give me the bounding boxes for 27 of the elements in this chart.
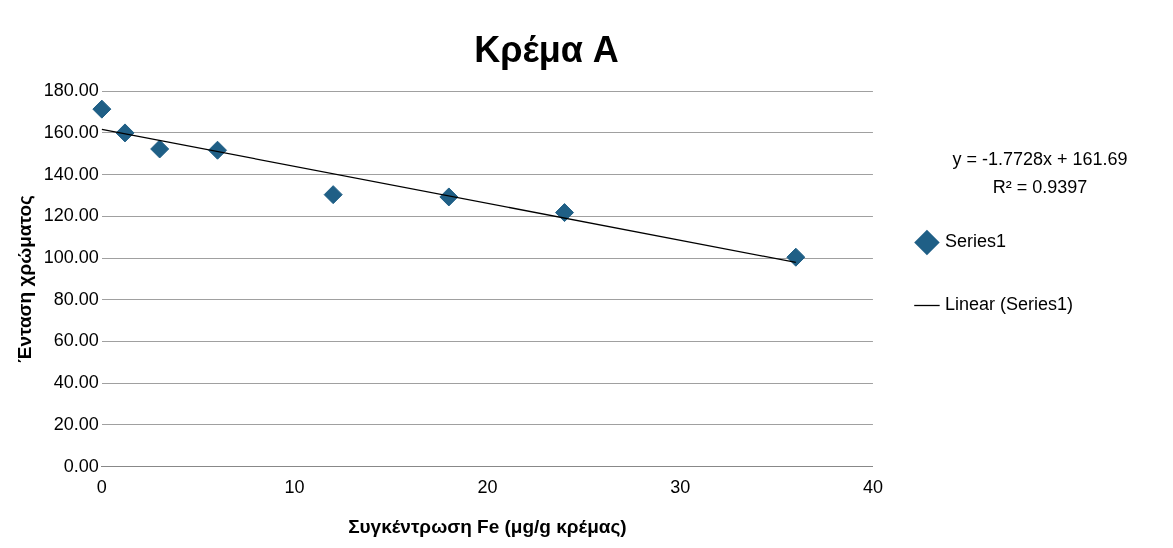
y-axis-title: Ένταση χρώματος [13,194,35,363]
y-tick-label: 180.00 [43,80,99,101]
x-tick-label: 30 [670,477,691,498]
x-axis-title: Συγκέντρωση Fe (μg/g κρέμας) [348,515,627,537]
text: y = -1.7728x + 161.69 [952,148,1128,169]
x-tick-label: 20 [477,477,498,498]
y-tick-label: 20.00 [53,413,99,434]
text: R² = 0.9397 [992,176,1088,197]
point [786,247,806,267]
y-tick-label: 100.00 [43,247,99,268]
chart-title: Κρέμα A [474,28,619,70]
y-tick-label: 140.00 [43,163,99,184]
y-tick-label: 0.00 [63,455,99,476]
point [323,185,343,205]
y-tick-label: 40.00 [53,372,99,393]
x-tick-label: 40 [862,477,883,498]
y-tick-label: 60.00 [53,330,99,351]
y-tick-label: 80.00 [53,288,99,309]
point [150,139,170,159]
legend-label: Series1 [944,231,1006,252]
y-tick-label: 160.00 [43,121,99,142]
x-tick-label: 0 [96,477,107,498]
point [555,203,575,223]
x-tick-label: 10 [284,477,305,498]
point [92,99,112,119]
legend-label: Linear (Series1) [944,294,1074,315]
y-tick-label: 120.00 [43,205,99,226]
